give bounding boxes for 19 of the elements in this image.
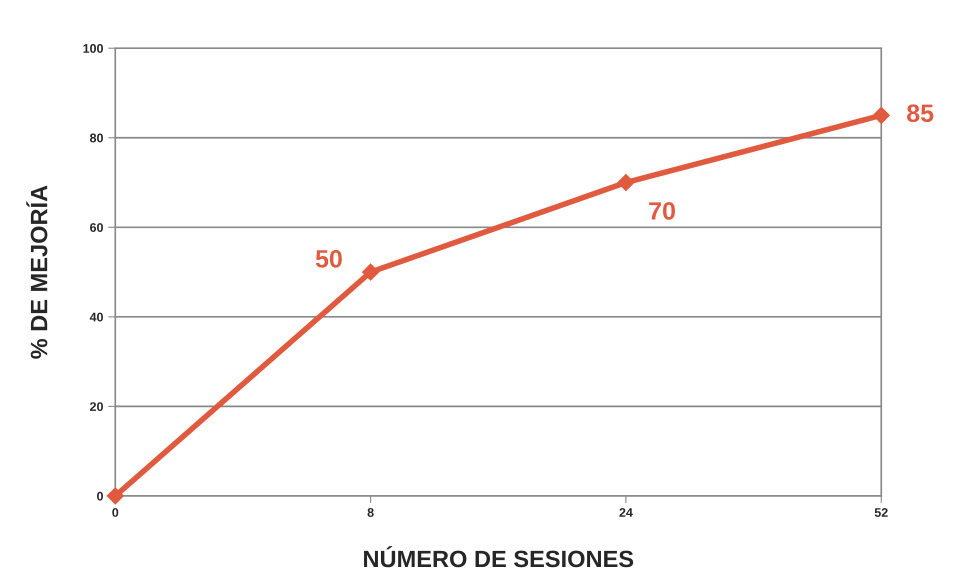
point xyxy=(872,106,890,124)
data-label: 70 xyxy=(649,202,675,220)
y-tick-label: 80 xyxy=(90,134,103,142)
x-tick-label: 24 xyxy=(619,508,633,517)
y-tick-label: 20 xyxy=(90,402,103,412)
y-tick-label: 100 xyxy=(83,44,103,53)
y-tick-label: 40 xyxy=(90,312,103,322)
y-axis-title: % DE MEJORÍA xyxy=(26,185,48,359)
data-label: 50 xyxy=(316,250,342,268)
point xyxy=(106,487,124,504)
data-label: 85 xyxy=(907,104,934,122)
y-tick-label: 60 xyxy=(90,223,103,232)
y-tick-label: 0 xyxy=(97,492,103,501)
x-tick-label: 0 xyxy=(112,508,118,517)
x-axis-title: NÚMERO DE SESIONES xyxy=(364,546,634,568)
x-tick-label: 52 xyxy=(874,508,888,517)
point xyxy=(617,174,634,192)
x-tick-label: 8 xyxy=(368,508,374,517)
point xyxy=(362,264,380,281)
